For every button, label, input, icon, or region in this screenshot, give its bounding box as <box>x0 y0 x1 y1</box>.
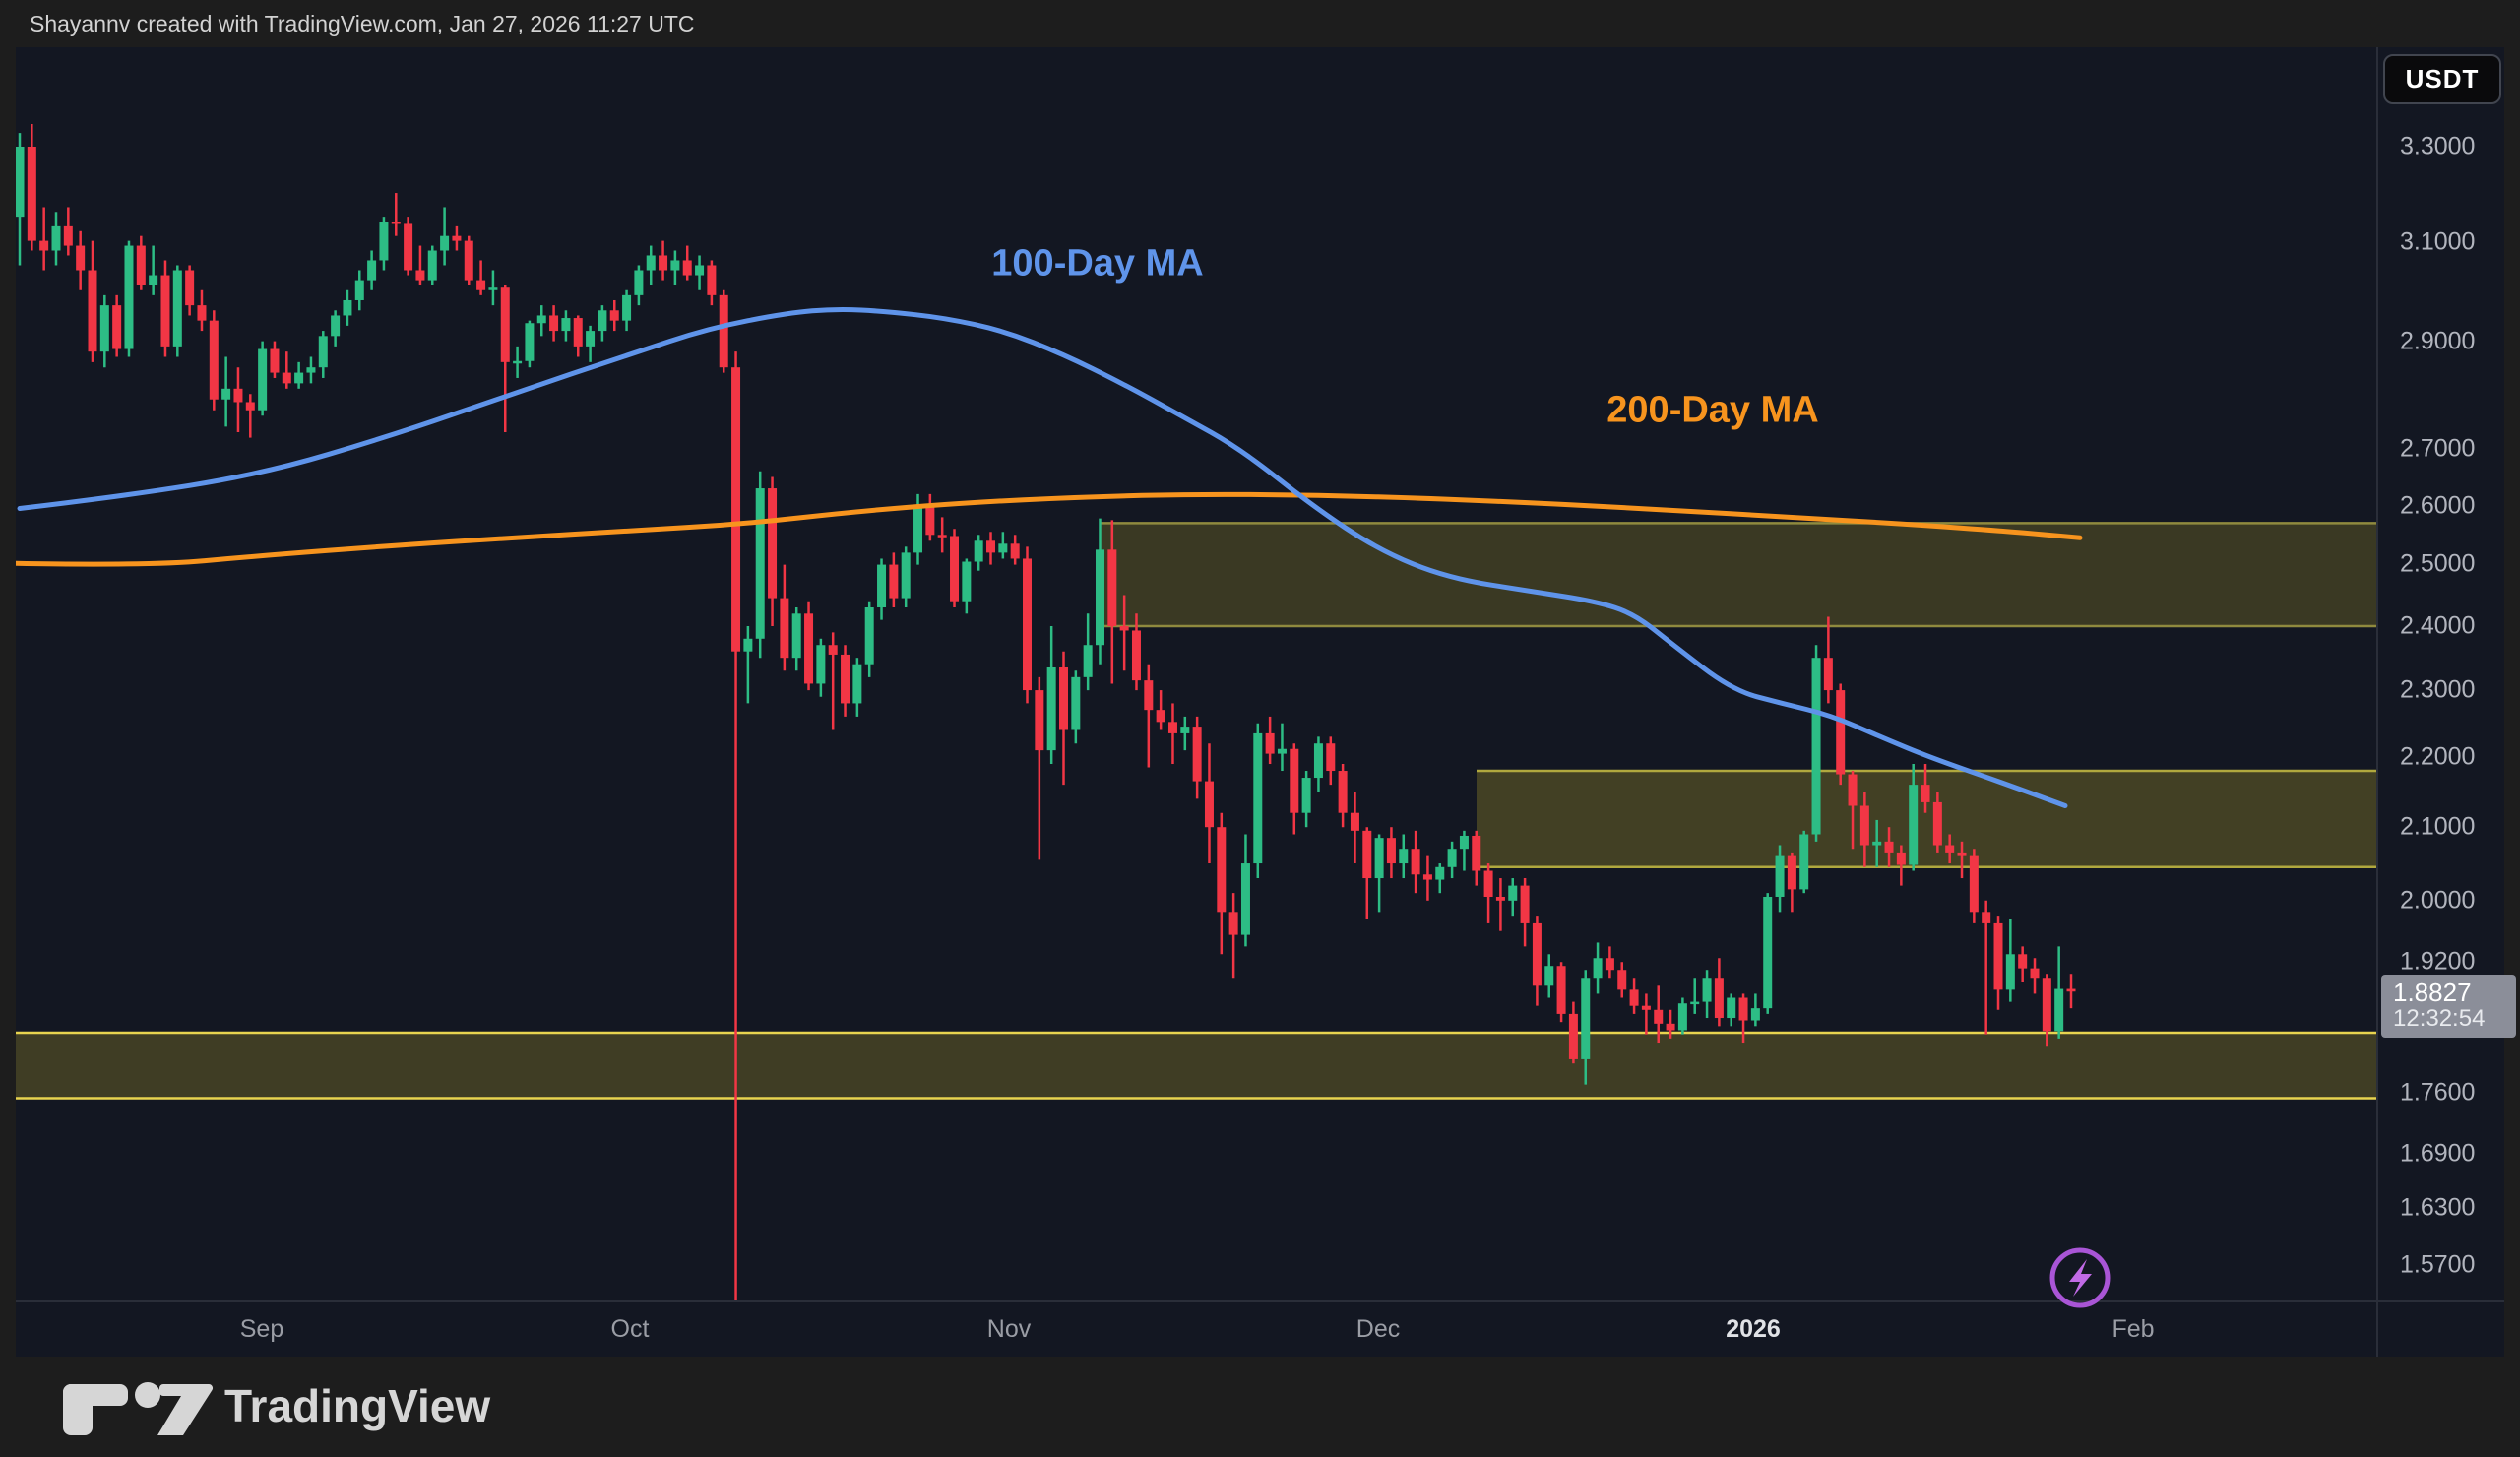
price-tick-2.7000: 2.7000 <box>2400 434 2476 463</box>
price-tick-2.6000: 2.6000 <box>2400 491 2476 520</box>
footer-bar: TradingView <box>0 1370 2520 1457</box>
ma200-label: 200-Day MA <box>1606 389 1819 431</box>
chart-credit-text: Shayannv created with TradingView.com, J… <box>30 11 695 36</box>
flash-idea-button[interactable] <box>2046 1243 2114 1312</box>
demand-zone-bottom <box>16 1032 2377 1099</box>
plot-area <box>16 124 2377 1301</box>
price-tick-2.2000: 2.2000 <box>2400 742 2476 771</box>
price-tick-2.5000: 2.5000 <box>2400 549 2476 578</box>
price-tick-2.1000: 2.1000 <box>2400 812 2476 841</box>
price-tick-3.3000: 3.3000 <box>2400 132 2476 160</box>
quote-currency-badge[interactable]: USDT <box>2383 54 2501 104</box>
price-tick-1.6300: 1.6300 <box>2400 1193 2476 1222</box>
current-price-value: 1.8827 <box>2393 978 2472 1007</box>
price-tick-3.1000: 3.1000 <box>2400 227 2476 256</box>
supply-zone-upper <box>1100 523 2377 626</box>
ma100-line <box>17 307 2068 808</box>
time-tick-Feb: Feb <box>2111 1315 2155 1343</box>
price-tick-2.9000: 2.9000 <box>2400 327 2476 355</box>
ma200-line <box>16 491 2083 567</box>
current-price-label: 1.8827 12:32:54 <box>2381 975 2516 1038</box>
header-bar: Shayannv created with TradingView.com, J… <box>0 0 2520 47</box>
bar-close-countdown: 12:32:54 <box>2393 1005 2486 1032</box>
chart-background <box>16 47 2504 1357</box>
price-tick-1.9200: 1.9200 <box>2400 947 2476 976</box>
price-tick-1.7600: 1.7600 <box>2400 1078 2476 1107</box>
price-tick-2.0000: 2.0000 <box>2400 886 2476 915</box>
time-tick-Nov: Nov <box>986 1315 1032 1343</box>
price-tick-2.4000: 2.4000 <box>2400 611 2476 640</box>
tradingview-logo-icon[interactable] <box>59 1372 276 1443</box>
ma100-label: 100-Day MA <box>991 242 1204 285</box>
price-tick-1.6900: 1.6900 <box>2400 1139 2476 1168</box>
lightning-icon <box>2049 1247 2110 1308</box>
time-tick-Sep: Sep <box>239 1315 284 1343</box>
time-tick-Dec: Dec <box>1355 1315 1401 1343</box>
price-tick-1.5700: 1.5700 <box>2400 1250 2476 1279</box>
price-tick-2.3000: 2.3000 <box>2400 675 2476 704</box>
tradingview-wordmark[interactable]: TradingView <box>224 1380 491 1431</box>
time-tick-2026: 2026 <box>1726 1315 1781 1343</box>
time-tick-Oct: Oct <box>610 1315 650 1343</box>
